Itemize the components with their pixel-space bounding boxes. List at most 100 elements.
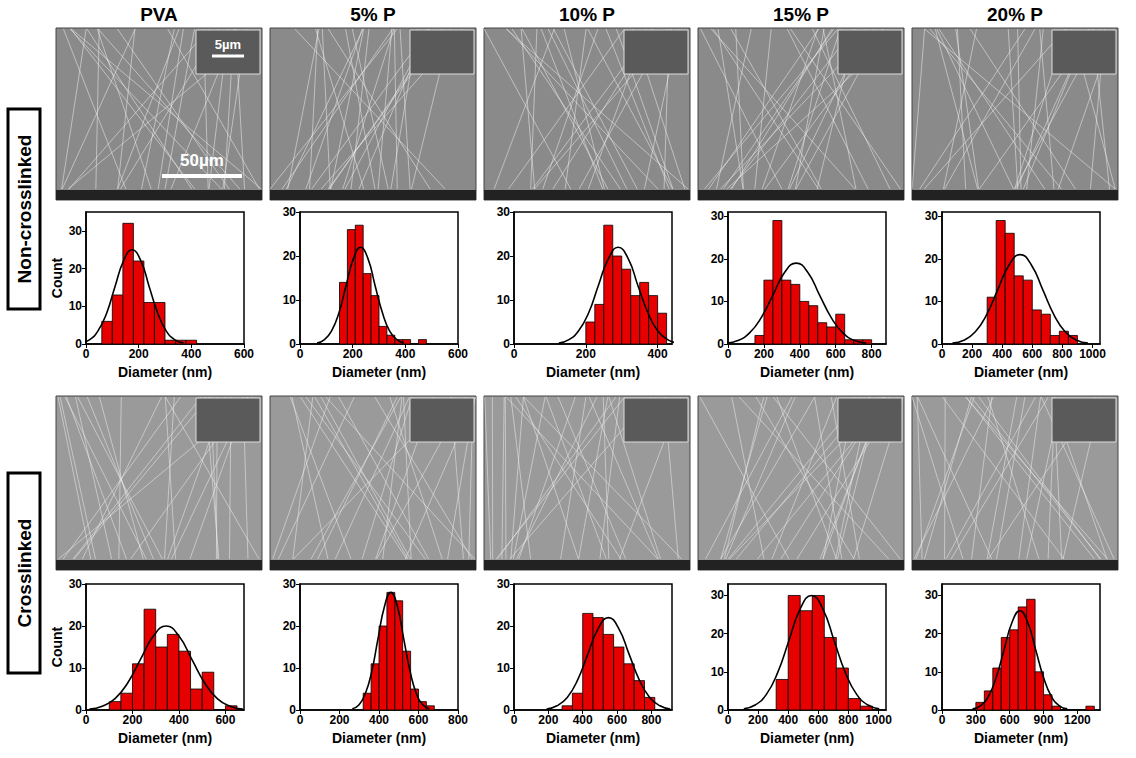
svg-text:10: 10 xyxy=(69,661,83,675)
svg-text:30: 30 xyxy=(283,577,297,591)
svg-text:1000: 1000 xyxy=(1079,347,1106,361)
svg-text:PVA: PVA xyxy=(140,4,178,25)
svg-text:600: 600 xyxy=(607,713,627,727)
svg-text:10: 10 xyxy=(497,661,511,675)
svg-text:20: 20 xyxy=(925,252,939,266)
svg-text:Diameter (nm): Diameter (nm) xyxy=(974,364,1068,380)
svg-text:0: 0 xyxy=(725,713,732,727)
svg-text:20: 20 xyxy=(283,619,297,633)
svg-text:600: 600 xyxy=(826,347,846,361)
svg-text:10% P: 10% P xyxy=(559,4,615,25)
svg-text:0: 0 xyxy=(939,713,946,727)
svg-text:0: 0 xyxy=(289,703,296,717)
svg-text:20: 20 xyxy=(925,627,939,641)
svg-text:600: 600 xyxy=(1022,347,1042,361)
svg-text:5% P: 5% P xyxy=(350,4,396,25)
svg-text:0: 0 xyxy=(75,703,82,717)
svg-text:600: 600 xyxy=(808,713,828,727)
svg-text:200: 200 xyxy=(748,713,768,727)
svg-text:0: 0 xyxy=(83,713,90,727)
svg-text:20: 20 xyxy=(69,262,83,276)
svg-text:10: 10 xyxy=(925,294,939,308)
svg-text:200: 200 xyxy=(962,347,982,361)
svg-text:Diameter (nm): Diameter (nm) xyxy=(332,364,426,380)
svg-text:30: 30 xyxy=(69,224,83,238)
svg-text:Diameter (nm): Diameter (nm) xyxy=(118,730,212,746)
svg-text:0: 0 xyxy=(931,703,938,717)
svg-text:30: 30 xyxy=(711,209,725,223)
svg-text:Diameter (nm): Diameter (nm) xyxy=(760,364,854,380)
svg-text:Diameter (nm): Diameter (nm) xyxy=(118,364,212,380)
svg-text:15% P: 15% P xyxy=(773,4,829,25)
svg-text:20% P: 20% P xyxy=(987,4,1043,25)
svg-text:0: 0 xyxy=(717,337,724,351)
svg-text:200: 200 xyxy=(576,347,596,361)
svg-text:30: 30 xyxy=(925,209,939,223)
svg-text:300: 300 xyxy=(966,713,986,727)
svg-text:10: 10 xyxy=(283,661,297,675)
svg-text:0: 0 xyxy=(725,347,732,361)
svg-text:10: 10 xyxy=(711,665,725,679)
svg-text:0: 0 xyxy=(503,337,510,351)
svg-text:200: 200 xyxy=(754,347,774,361)
svg-text:Count: Count xyxy=(49,626,65,667)
svg-text:30: 30 xyxy=(283,205,297,219)
svg-text:0: 0 xyxy=(511,713,518,727)
svg-text:Diameter (nm): Diameter (nm) xyxy=(974,730,1068,746)
svg-text:20: 20 xyxy=(711,252,725,266)
svg-text:30: 30 xyxy=(711,588,725,602)
svg-text:30: 30 xyxy=(925,588,939,602)
svg-text:400: 400 xyxy=(169,713,189,727)
svg-text:800: 800 xyxy=(448,713,468,727)
svg-text:0: 0 xyxy=(931,337,938,351)
svg-text:200: 200 xyxy=(122,713,142,727)
svg-text:20: 20 xyxy=(711,627,725,641)
svg-text:0: 0 xyxy=(939,347,946,361)
svg-text:0: 0 xyxy=(511,347,518,361)
svg-text:1200: 1200 xyxy=(1064,713,1091,727)
svg-text:400: 400 xyxy=(395,347,415,361)
svg-text:0: 0 xyxy=(289,337,296,351)
svg-text:10: 10 xyxy=(69,299,83,313)
svg-text:600: 600 xyxy=(215,713,235,727)
svg-text:Diameter (nm): Diameter (nm) xyxy=(332,730,426,746)
svg-text:600: 600 xyxy=(448,347,468,361)
svg-text:600: 600 xyxy=(408,713,428,727)
svg-text:0: 0 xyxy=(297,347,304,361)
svg-text:50µm: 50µm xyxy=(180,151,224,170)
svg-text:20: 20 xyxy=(497,619,511,633)
svg-text:400: 400 xyxy=(992,347,1012,361)
svg-text:30: 30 xyxy=(69,577,83,591)
svg-text:30: 30 xyxy=(497,577,511,591)
svg-text:20: 20 xyxy=(497,249,511,263)
svg-text:800: 800 xyxy=(641,713,661,727)
svg-text:200: 200 xyxy=(329,713,349,727)
svg-text:800: 800 xyxy=(862,347,882,361)
svg-text:Count: Count xyxy=(49,257,65,298)
svg-text:900: 900 xyxy=(1034,713,1054,727)
svg-text:800: 800 xyxy=(838,713,858,727)
svg-text:10: 10 xyxy=(925,665,939,679)
svg-text:0: 0 xyxy=(75,337,82,351)
svg-text:Diameter (nm): Diameter (nm) xyxy=(546,730,640,746)
svg-text:200: 200 xyxy=(343,347,363,361)
svg-text:20: 20 xyxy=(69,619,83,633)
svg-text:400: 400 xyxy=(790,347,810,361)
svg-text:Diameter (nm): Diameter (nm) xyxy=(546,364,640,380)
svg-text:0: 0 xyxy=(83,347,90,361)
svg-text:Crosslinked: Crosslinked xyxy=(14,519,35,628)
svg-text:200: 200 xyxy=(538,713,558,727)
svg-text:200: 200 xyxy=(129,347,149,361)
svg-text:Diameter (nm): Diameter (nm) xyxy=(760,730,854,746)
svg-text:1000: 1000 xyxy=(865,713,892,727)
svg-text:0: 0 xyxy=(503,703,510,717)
svg-text:400: 400 xyxy=(573,713,593,727)
svg-text:5µm: 5µm xyxy=(215,37,241,52)
svg-text:400: 400 xyxy=(648,347,668,361)
svg-text:Non-crosslinked: Non-crosslinked xyxy=(14,135,35,284)
svg-text:400: 400 xyxy=(778,713,798,727)
svg-text:800: 800 xyxy=(1052,347,1072,361)
svg-text:20: 20 xyxy=(283,249,297,263)
svg-text:10: 10 xyxy=(711,294,725,308)
svg-text:600: 600 xyxy=(1000,713,1020,727)
